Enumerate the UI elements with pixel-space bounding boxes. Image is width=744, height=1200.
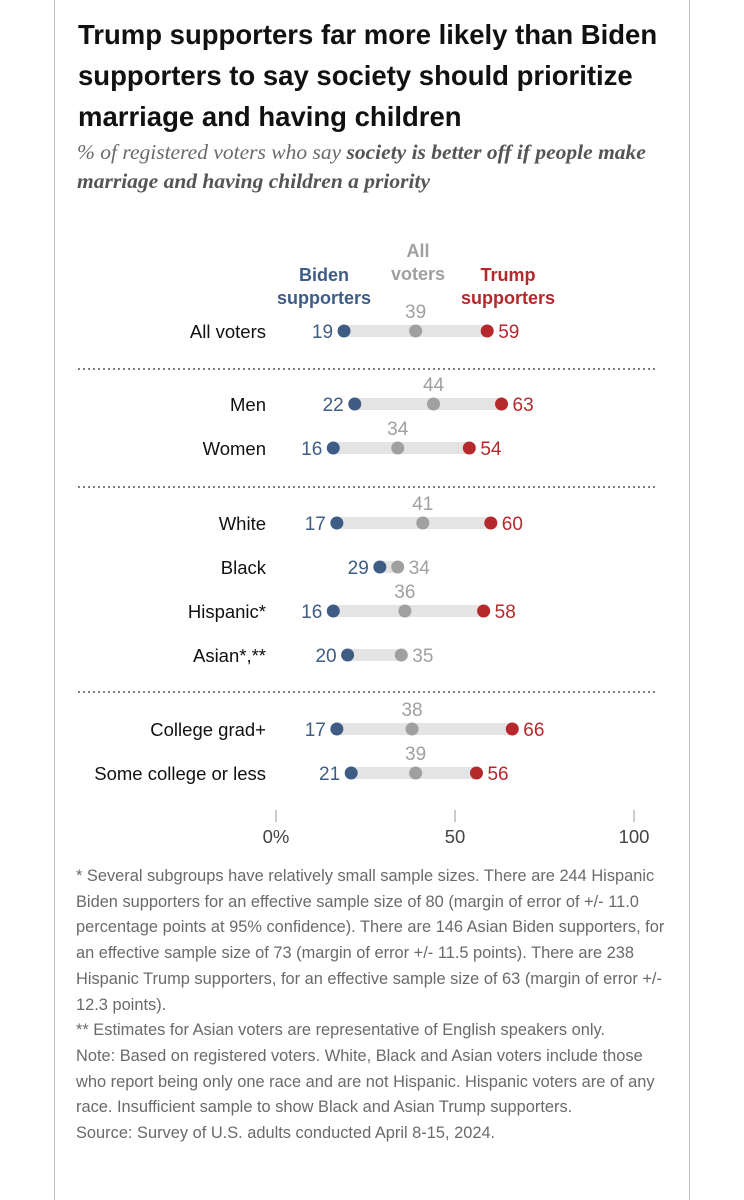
value-all-women: 34 — [387, 419, 409, 440]
note-small-samples: * Several subgroups have relatively smal… — [76, 867, 665, 1014]
dot-biden-college-grad — [330, 722, 344, 736]
x-tick-label-100: 100 — [619, 826, 650, 847]
value-all-black: 34 — [409, 558, 431, 579]
value-all-all-voters: 39 — [405, 302, 426, 323]
value-trump-all-voters: 59 — [498, 322, 519, 343]
row-label-college-grad: College grad+ — [150, 719, 266, 740]
dot-all-some-college-or-less — [409, 766, 423, 780]
row-label-hispanic: Hispanic* — [188, 601, 266, 622]
row-label-all-voters: All voters — [190, 321, 266, 342]
chart-notes: * Several subgroups have relatively smal… — [76, 864, 676, 1147]
dot-all-college-grad — [405, 722, 419, 736]
dot-trump-some-college-or-less — [469, 766, 483, 780]
row-label-some-college-or-less: Some college or less — [94, 763, 266, 784]
value-trump-college-grad: 66 — [523, 720, 544, 741]
dot-chart: Biden supporters All voters Trump supporters A… — [78, 241, 656, 847]
dot-all-women — [391, 441, 405, 455]
legend-biden-label: Biden — [299, 265, 349, 285]
dot-biden-white — [330, 516, 344, 530]
value-biden-hispanic: 16 — [301, 602, 322, 623]
value-biden-asian: 20 — [315, 646, 336, 667]
row-label-men: Men — [230, 394, 266, 415]
range-bar-college-grad — [336, 723, 513, 735]
value-all-white: 41 — [412, 494, 433, 515]
dot-all-white — [416, 516, 430, 530]
value-biden-men: 22 — [323, 395, 344, 416]
row-label-asian: Asian*,** — [193, 645, 266, 666]
note-asian-voters: ** Estimates for Asian voters are repres… — [76, 1021, 606, 1040]
chart-frame — [54, 0, 690, 1200]
value-biden-white: 17 — [305, 514, 326, 535]
legend-all-label: All — [406, 241, 429, 261]
dot-all-black — [391, 560, 405, 574]
subtitle-bold: society is better off if people make mar… — [77, 140, 646, 193]
dot-all-hispanic — [398, 604, 412, 618]
legend-trump-label: Trump — [480, 265, 535, 285]
chart-title: Trump supporters far more likely than Bi… — [78, 19, 658, 132]
dot-biden-some-college-or-less — [344, 766, 358, 780]
dot-all-all-voters — [409, 324, 423, 338]
note-source: Source: Survey of U.S. adults conducted … — [76, 1124, 496, 1143]
legend-trump-label: supporters — [461, 288, 555, 308]
row-label-white: White — [219, 513, 266, 534]
x-tick-label-0: 0% — [263, 826, 290, 847]
value-biden-black: 29 — [348, 558, 369, 579]
dot-biden-black — [373, 560, 387, 574]
dot-trump-all-voters — [480, 324, 494, 338]
value-trump-women: 54 — [480, 439, 502, 460]
legend-all-label: voters — [391, 264, 445, 284]
row-label-black: Black — [221, 557, 267, 578]
value-biden-women: 16 — [301, 439, 322, 460]
note-registered-voters: Note: Based on registered voters. White,… — [76, 1046, 655, 1117]
value-biden-college-grad: 17 — [305, 720, 326, 741]
value-all-asian: 35 — [412, 646, 433, 667]
value-trump-hispanic: 58 — [495, 602, 516, 623]
dot-trump-men — [495, 397, 509, 411]
value-trump-some-college-or-less: 56 — [487, 764, 508, 785]
value-biden-some-college-or-less: 21 — [319, 764, 340, 785]
value-all-some-college-or-less: 39 — [405, 744, 426, 765]
x-tick-label-50: 50 — [445, 826, 466, 847]
dot-biden-asian — [341, 648, 355, 662]
dot-biden-hispanic — [326, 604, 340, 618]
value-biden-all-voters: 19 — [312, 322, 333, 343]
row-label-women: Women — [203, 438, 266, 459]
subtitle-prefix: % of registered voters who say — [77, 140, 347, 164]
dot-trump-women — [462, 441, 476, 455]
dot-biden-men — [348, 397, 362, 411]
dot-trump-white — [484, 516, 498, 530]
value-trump-white: 60 — [502, 514, 523, 535]
range-bar-asian — [347, 649, 402, 661]
value-all-hispanic: 36 — [394, 582, 415, 603]
dot-trump-college-grad — [505, 722, 519, 736]
value-all-men: 44 — [423, 375, 445, 396]
dot-biden-all-voters — [337, 324, 351, 338]
range-bar-white — [336, 517, 491, 529]
dot-all-men — [427, 397, 441, 411]
value-all-college-grad: 38 — [401, 700, 422, 721]
legend-biden-label: supporters — [277, 288, 371, 308]
dot-biden-women — [326, 441, 340, 455]
value-trump-men: 63 — [513, 395, 534, 416]
chart-subtitle: % of registered voters who say society i… — [77, 138, 677, 196]
dot-all-asian — [394, 648, 408, 662]
dot-trump-hispanic — [477, 604, 491, 618]
